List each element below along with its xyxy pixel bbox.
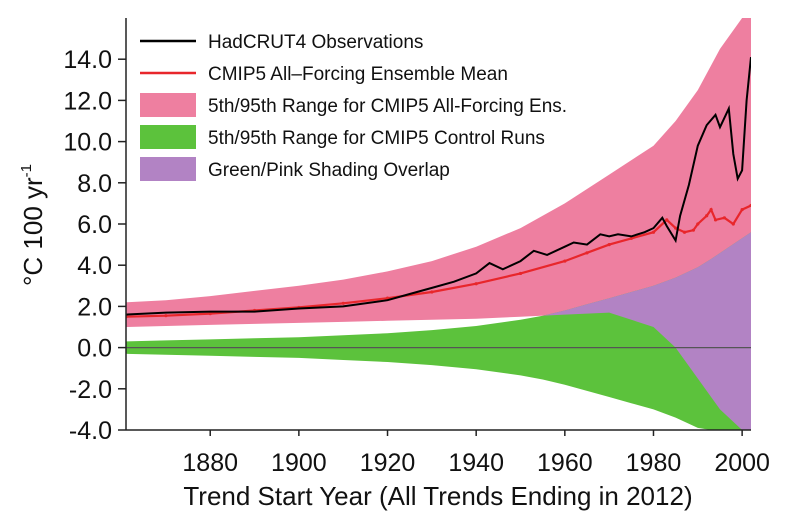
x-axis-label: Trend Start Year (All Trends Ending in 2… <box>183 481 692 511</box>
ensemble-mean-point <box>474 282 478 286</box>
legend-label: HadCRUT4 Observations <box>208 32 423 53</box>
all-forcing-range-band <box>126 18 751 430</box>
ensemble-mean-point <box>585 251 589 255</box>
x-tick-label: 1960 <box>537 449 593 477</box>
ensemble-mean-point <box>682 230 687 234</box>
ensemble-mean-point <box>705 214 709 218</box>
x-tick-label: 1900 <box>271 449 327 477</box>
ensemble-mean-point <box>629 236 633 241</box>
x-tick-label: 1980 <box>626 449 682 477</box>
ensemble-mean-point <box>731 222 735 226</box>
ensemble-mean-point <box>691 228 695 232</box>
ensemble-mean-point <box>164 314 168 318</box>
x-tick-label: 1940 <box>448 449 504 477</box>
ensemble-mean-point <box>749 203 751 208</box>
control-runs-range-band <box>126 232 751 430</box>
ensemble-mean-point <box>430 290 434 294</box>
ensemble-mean-point <box>665 218 669 222</box>
ensemble-mean-point <box>518 271 523 276</box>
ensemble-mean-point <box>696 222 700 226</box>
x-tick-label: 2000 <box>714 449 770 477</box>
y-tick-label: -4.0 <box>69 417 112 445</box>
legend-swatch <box>140 93 196 117</box>
y-tick-label: 14.0 <box>63 46 112 74</box>
y-tick-label: 0.0 <box>77 335 112 363</box>
ensemble-mean-point <box>607 243 611 247</box>
ensemble-mean-point <box>713 218 718 222</box>
x-tick-label: 1920 <box>360 449 416 477</box>
y-tick-label: 12.0 <box>63 87 112 115</box>
legend-swatch <box>140 125 196 149</box>
y-tick-label: 6.0 <box>77 211 112 239</box>
observations-line <box>126 56 751 316</box>
ensemble-mean-point <box>709 207 713 212</box>
y-axis-label: °C 100 yr-1 <box>18 164 48 286</box>
legend-label: Green/Pink Shading Overlap <box>208 160 450 181</box>
legend-label: 5th/95th Range for CMIP5 All-Forcing Ens… <box>208 96 567 117</box>
legend-label: 5th/95th Range for CMIP5 Control Runs <box>208 128 545 149</box>
x-tick-label: 1880 <box>182 449 238 477</box>
legend: HadCRUT4 Observations CMIP5 All–Forcing E… <box>140 32 567 181</box>
legend-label: CMIP5 All–Forcing Ensemble Mean <box>208 64 508 85</box>
ensemble-mean-point <box>563 259 567 263</box>
y-tick-label: 8.0 <box>77 170 112 198</box>
y-tick-label: -2.0 <box>69 376 112 404</box>
ensemble-mean-point <box>674 226 678 230</box>
ensemble-mean-point <box>740 207 744 212</box>
y-tick-label: 4.0 <box>77 252 112 280</box>
ensemble-mean-point <box>341 301 345 305</box>
y-tick-label: 10.0 <box>63 129 112 157</box>
y-axis-label-superscript: -1 <box>18 164 35 177</box>
ensemble-mean-point <box>208 312 212 316</box>
y-axis-label-text: °C 100 yr <box>18 177 48 286</box>
y-tick-label: 2.0 <box>77 293 112 321</box>
ensemble-mean-point <box>651 230 656 234</box>
legend-swatch <box>140 157 196 181</box>
ensemble-mean-point <box>722 216 727 220</box>
